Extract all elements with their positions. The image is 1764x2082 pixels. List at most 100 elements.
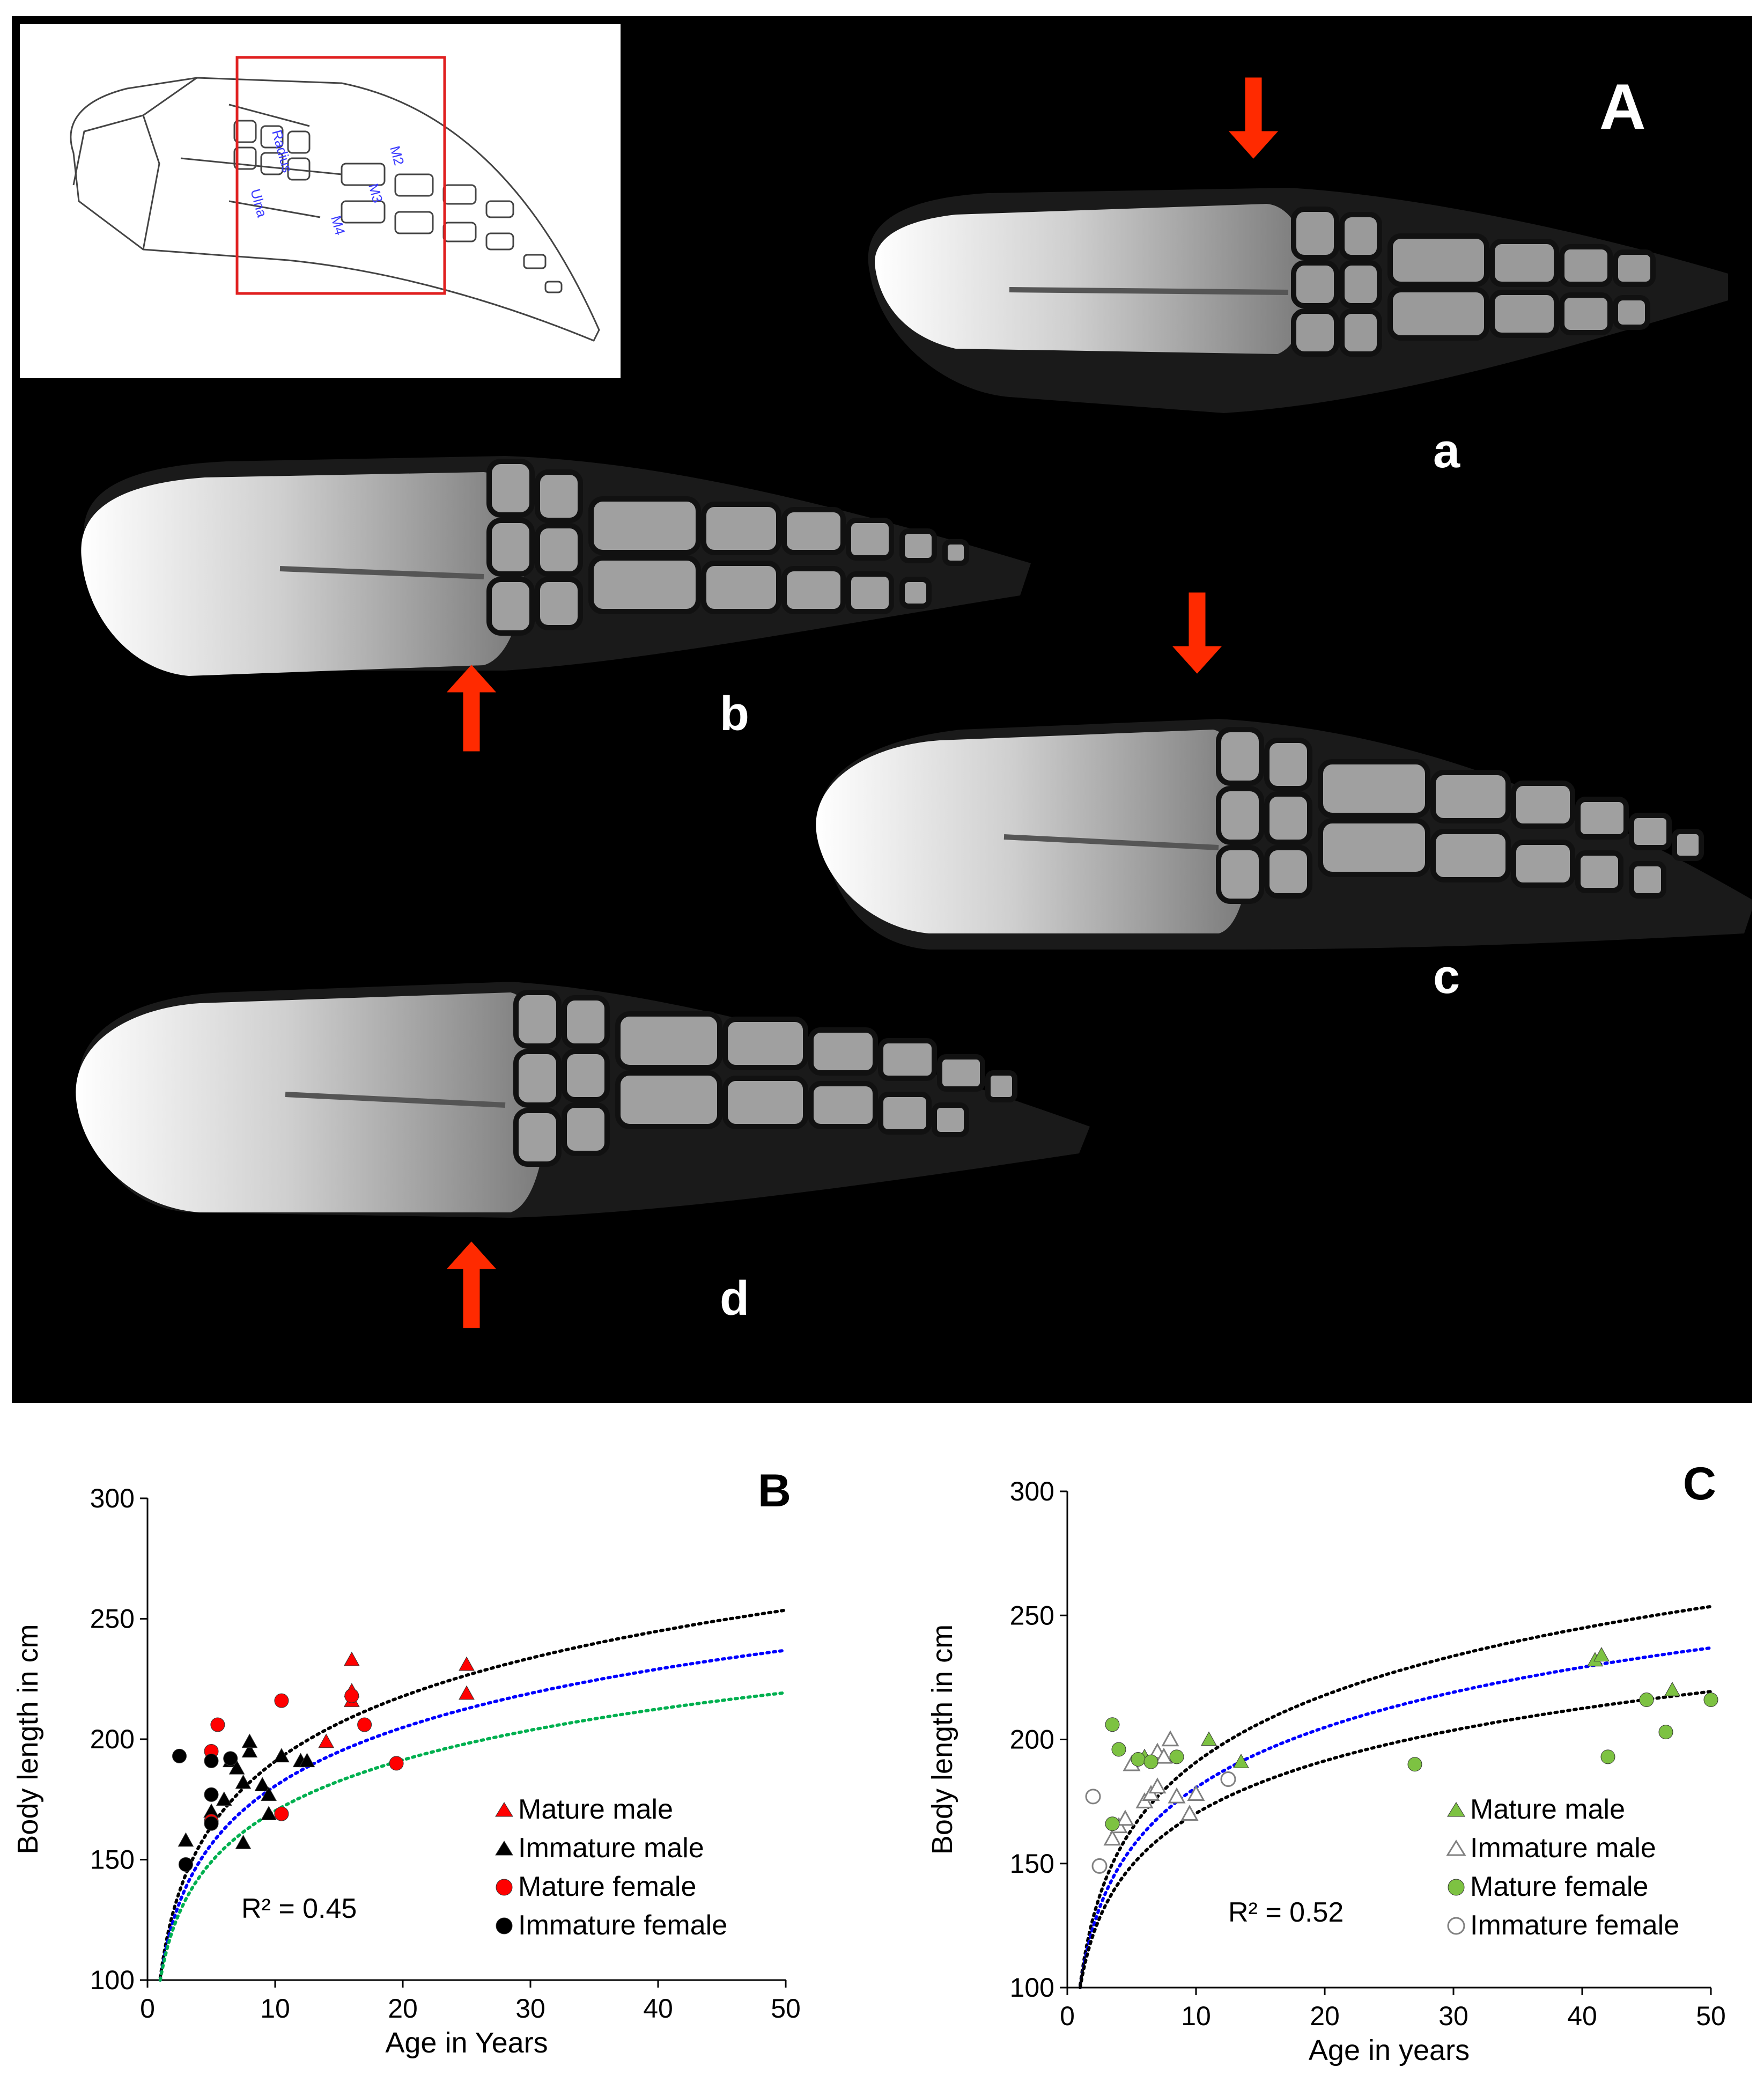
data-point-triangle xyxy=(216,1791,232,1806)
legend-marker-triangle xyxy=(495,1802,513,1817)
y-tick-label: 300 xyxy=(90,1483,135,1513)
y-tick-label: 150 xyxy=(90,1845,135,1875)
data-point-triangle xyxy=(274,1748,290,1763)
red-arrow-down-c xyxy=(1172,592,1222,674)
sublabel-a: a xyxy=(1433,424,1460,478)
chart-c: 100 150 200 250 300 0 10 20 30 40 50 Age in years Bo… xyxy=(901,1422,1764,2079)
data-point-circle xyxy=(1220,1771,1236,1787)
legend-marker-circle xyxy=(496,1879,513,1896)
data-point-triangle xyxy=(241,1743,258,1758)
data-point-triangle xyxy=(1148,1777,1167,1794)
data-point-triangle xyxy=(1155,1747,1173,1764)
y-tick-label: 100 xyxy=(1010,1973,1054,2003)
panel-a-svg xyxy=(76,77,1752,1328)
data-point-triangle xyxy=(1233,1754,1249,1768)
x-axis-title: Age in years xyxy=(1309,2034,1470,2066)
r-squared-annotation: R² = 0.45 xyxy=(241,1893,357,1924)
y-tick-label: 100 xyxy=(90,1965,135,1995)
data-point-triangle xyxy=(343,1651,360,1666)
data-point-circle xyxy=(1639,1693,1654,1707)
chart-b: 100 150 200 250 300 0 10 20 30 40 50 Age in Years Bo… xyxy=(0,1422,804,2079)
y-axis-title: Body length in cm xyxy=(926,1624,958,1855)
sublabel-d: d xyxy=(720,1272,749,1326)
panel-a-xray-composite: Radius Ulna M2 M3 M4 A a b c d xyxy=(12,16,1752,1403)
y-tick-label: 200 xyxy=(1010,1725,1054,1755)
legend-label: Immature female xyxy=(1470,1910,1679,1941)
trendline-0 xyxy=(1079,1605,1713,1987)
trendline-1 xyxy=(158,1649,787,1982)
y-tick-label: 200 xyxy=(90,1724,135,1754)
y-tick-label: 300 xyxy=(1010,1476,1054,1506)
y-tick-label: 250 xyxy=(1010,1600,1054,1630)
inset-highlight-box xyxy=(235,56,446,295)
y-tick-label: 250 xyxy=(90,1604,135,1634)
red-arrow-down-a xyxy=(1228,77,1279,159)
data-point-circle xyxy=(223,1751,238,1766)
panel-label: C xyxy=(1683,1458,1716,1510)
inset-label-m4: M4 xyxy=(328,214,348,237)
data-point-triangle xyxy=(459,1685,475,1700)
inset-schematic: Radius Ulna M2 M3 M4 xyxy=(20,24,621,378)
x-tick-label: 40 xyxy=(1567,2001,1597,2031)
data-point-circle xyxy=(1085,1789,1101,1805)
sublabel-c: c xyxy=(1433,950,1460,1004)
data-point-circle xyxy=(1600,1749,1615,1764)
data-point-circle xyxy=(204,1787,219,1802)
data-point-circle xyxy=(1105,1717,1120,1732)
red-arrows xyxy=(446,77,1279,1328)
data-point-triangle xyxy=(1187,1785,1205,1801)
data-point-circle xyxy=(344,1688,359,1703)
inset-label-m2: M2 xyxy=(387,144,407,167)
data-point-triangle xyxy=(1103,1829,1121,1846)
data-point-triangle xyxy=(228,1760,245,1775)
legend-marker-circle xyxy=(496,1917,513,1934)
data-point-triangle xyxy=(318,1733,335,1748)
data-point-triangle xyxy=(235,1774,252,1789)
legend-marker-triangle xyxy=(1446,1840,1466,1856)
legend-label: Immature male xyxy=(1470,1833,1656,1864)
data-point-circle xyxy=(178,1857,193,1872)
data-point-circle xyxy=(1407,1757,1422,1772)
chart-c-svg: 100 150 200 250 300 0 10 20 30 40 50 Age in years Bo… xyxy=(926,1458,1726,2066)
inset-label-ulna: Ulna xyxy=(247,187,270,219)
data-point-circle xyxy=(1169,1749,1184,1764)
legend-marker-circle xyxy=(1447,1917,1465,1935)
data-point-triangle xyxy=(261,1806,277,1820)
legend-marker-circle xyxy=(1448,1879,1465,1896)
data-point-circle xyxy=(172,1748,187,1763)
legend-label: Mature female xyxy=(518,1871,696,1902)
data-point-triangle xyxy=(1664,1681,1680,1696)
panel-label-a-main: A xyxy=(1599,71,1646,143)
inset-schematic-svg: Radius Ulna M2 M3 M4 xyxy=(70,56,600,342)
r-squared-annotation: R² = 0.52 xyxy=(1228,1897,1344,1928)
legend-marker-triangle xyxy=(495,1841,513,1856)
x-tick-label: 50 xyxy=(771,1993,801,2024)
legend-label: Mature female xyxy=(1470,1871,1648,1902)
x-tick-label: 50 xyxy=(1696,2001,1726,2031)
data-point-circle xyxy=(274,1806,289,1821)
x-tick-label: 0 xyxy=(1060,2001,1075,2031)
x-tick-label: 30 xyxy=(515,1993,545,2024)
data-point-circle xyxy=(1143,1754,1158,1769)
x-tick-label: 20 xyxy=(1310,2001,1340,2031)
flipper-b xyxy=(81,456,1031,676)
trendline-0 xyxy=(158,1608,787,1980)
y-tick-label: 150 xyxy=(1010,1849,1054,1879)
data-point-triangle xyxy=(1593,1647,1610,1661)
trendline-1 xyxy=(1079,1646,1713,1989)
data-point-triangle xyxy=(178,1832,194,1847)
x-tick-label: 10 xyxy=(1181,2001,1211,2031)
legend-label: Immature male xyxy=(518,1833,704,1864)
x-tick-label: 0 xyxy=(140,1993,155,2024)
data-point-triangle xyxy=(1168,1787,1186,1804)
legend-label: Immature female xyxy=(518,1910,727,1941)
legend-label: Mature male xyxy=(518,1794,673,1825)
data-point-circle xyxy=(1703,1693,1718,1707)
data-point-circle xyxy=(274,1693,289,1708)
data-point-triangle xyxy=(261,1786,277,1801)
red-arrow-up-d xyxy=(446,1241,497,1328)
data-point-triangle xyxy=(1161,1730,1179,1747)
x-tick-label: 40 xyxy=(643,1993,673,2024)
data-point-circle xyxy=(1105,1816,1120,1831)
red-arrow-up-b xyxy=(446,665,497,752)
